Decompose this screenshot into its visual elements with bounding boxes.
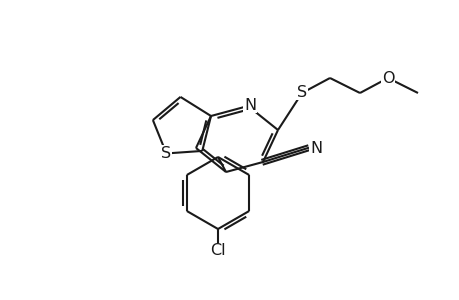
Text: S: S <box>297 85 307 100</box>
Text: Cl: Cl <box>210 244 225 259</box>
Text: O: O <box>381 70 393 86</box>
Text: N: N <box>243 98 256 112</box>
Text: N: N <box>309 140 321 155</box>
Text: S: S <box>161 146 171 161</box>
